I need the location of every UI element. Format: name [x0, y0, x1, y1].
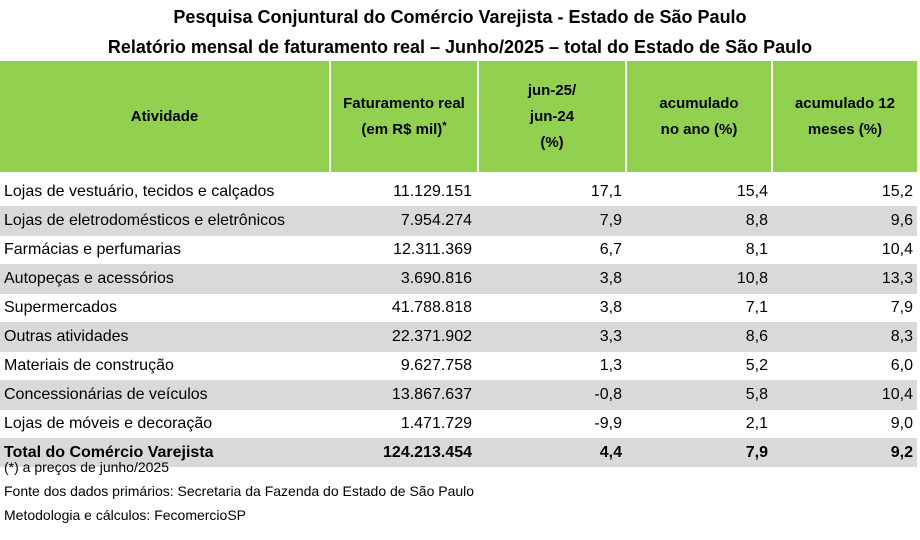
cell-acumulado-ano: 8,6 — [626, 322, 772, 352]
cell-jun: 1,3 — [478, 351, 626, 381]
table-row: Lojas de móveis e decoração 1.471.729 -9,9… — [0, 409, 917, 439]
total-cell-jun: 4,4 — [478, 438, 626, 467]
header-faturamento: Faturamento real (em R$ mil)* — [329, 61, 478, 172]
cell-acumulado-ano: 8,1 — [626, 235, 772, 265]
header-jun-line2: jun-24 — [529, 107, 575, 125]
header-acumulado12-line1: acumulado 12 — [794, 94, 896, 112]
cell-acumulado-12m: 9,0 — [772, 409, 917, 439]
cell-faturamento: 11.129.151 — [330, 178, 478, 207]
cell-jun: 3,3 — [478, 322, 626, 352]
cell-acumulado-ano: 5,8 — [626, 380, 772, 410]
cell-atividade: Concessionárias de veículos — [0, 380, 330, 410]
table-row: Supermercados 41.788.818 3,8 7,1 7,9 — [0, 293, 917, 323]
header-jun: jun-25/ jun-24 (%) — [477, 61, 626, 172]
table-row: Concessionárias de veículos 13.867.637 -0,… — [0, 380, 917, 410]
total-row: Total do Comércio Varejista 124.213.454 4,… — [0, 438, 917, 467]
cell-acumulado-12m: 10,4 — [772, 380, 917, 410]
header-faturamento-line1: Faturamento real — [343, 94, 465, 112]
cell-atividade: Supermercados — [0, 293, 330, 323]
header-acumulado-line2: no ano (%) — [660, 120, 738, 138]
total-cell-atividade: Total do Comércio Varejista — [0, 438, 330, 467]
header-faturamento-line2: (em R$ mil)* — [361, 119, 447, 138]
cell-atividade: Lojas de eletrodomésticos e eletrônicos — [0, 206, 330, 236]
cell-faturamento: 41.788.818 — [330, 293, 478, 323]
cell-acumulado-ano: 8,8 — [626, 206, 772, 236]
cell-acumulado-ano: 15,4 — [626, 178, 772, 207]
cell-faturamento: 13.867.637 — [330, 380, 478, 410]
cell-jun: 3,8 — [478, 293, 626, 323]
header-jun-line3: (%) — [540, 133, 564, 151]
cell-atividade: Lojas de móveis e decoração — [0, 409, 330, 439]
cell-acumulado-12m: 15,2 — [772, 178, 917, 207]
cell-acumulado-12m: 9,6 — [772, 206, 917, 236]
cell-jun: 7,9 — [478, 206, 626, 236]
header-atividade: Atividade — [0, 61, 330, 172]
header-jun-line1: jun-25/ — [527, 81, 577, 99]
cell-faturamento: 7.954.274 — [330, 206, 478, 236]
table-row: Materiais de construção 9.627.758 1,3 5,2 6,… — [0, 351, 917, 381]
cell-atividade: Lojas de vestuário, tecidos e calçados — [0, 178, 330, 207]
footnote-prices: (*) a preços de junho/2025 — [4, 459, 169, 475]
report-title: Pesquisa Conjuntural do Comércio Varejis… — [173, 7, 747, 27]
header-acumulado-ano: acumulado no ano (%) — [625, 61, 772, 172]
header-acumulado12-line2: meses (%) — [807, 120, 883, 138]
total-cell-acumulado-ano: 7,9 — [626, 438, 772, 467]
table-row: Lojas de eletrodomésticos e eletrônicos 7… — [0, 206, 917, 236]
table-row: Autopeças e acessórios 3.690.816 3,8 10,8 13… — [0, 264, 917, 294]
cell-faturamento: 3.690.816 — [330, 264, 478, 294]
footnote-mark: * — [442, 119, 447, 132]
cell-acumulado-12m: 13,3 — [772, 264, 917, 294]
cell-faturamento: 1.471.729 — [330, 409, 478, 439]
cell-jun: -0,8 — [478, 380, 626, 410]
cell-jun: 3,8 — [478, 264, 626, 294]
cell-atividade: Autopeças e acessórios — [0, 264, 330, 294]
cell-atividade: Farmácias e perfumarias — [0, 235, 330, 265]
report-subtitle: Relatório mensal de faturamento real – J… — [107, 37, 813, 57]
header-acumulado-12: acumulado 12 meses (%) — [771, 61, 917, 172]
cell-acumulado-ano: 7,1 — [626, 293, 772, 323]
table-row: Outras atividades 22.371.902 3,3 8,6 8,3 — [0, 322, 917, 352]
cell-acumulado-12m: 7,9 — [772, 293, 917, 323]
total-cell-acumulado-12m: 9,2 — [772, 438, 917, 467]
cell-jun: -9,9 — [478, 409, 626, 439]
footnote-source: Fonte dos dados primários: Secretaria da… — [4, 483, 475, 499]
retail-revenue-table: Atividade Faturamento real (em R$ mil)* … — [0, 61, 917, 467]
cell-faturamento: 22.371.902 — [330, 322, 478, 352]
table-row: Lojas de vestuário, tecidos e calçados 11… — [0, 178, 917, 207]
cell-jun: 6,7 — [478, 235, 626, 265]
cell-jun: 17,1 — [478, 178, 626, 207]
cell-acumulado-12m: 8,3 — [772, 322, 917, 352]
table-row: Farmácias e perfumarias 12.311.369 6,7 8,1 1… — [0, 235, 917, 265]
table-header-row: Atividade Faturamento real (em R$ mil)* … — [0, 61, 917, 172]
cell-acumulado-ano: 2,1 — [626, 409, 772, 439]
cell-acumulado-12m: 10,4 — [772, 235, 917, 265]
footnote-methodology: Metodologia e cálculos: FecomercioSP — [4, 507, 247, 523]
cell-acumulado-ano: 10,8 — [626, 264, 772, 294]
cell-atividade: Outras atividades — [0, 322, 330, 352]
cell-faturamento: 12.311.369 — [330, 235, 478, 265]
cell-acumulado-ano: 5,2 — [626, 351, 772, 381]
cell-faturamento: 9.627.758 — [330, 351, 478, 381]
header-acumulado-line1: acumulado — [659, 94, 739, 112]
total-cell-faturamento: 124.213.454 — [330, 438, 478, 467]
cell-acumulado-12m: 6,0 — [772, 351, 917, 381]
cell-atividade: Materiais de construção — [0, 351, 330, 381]
